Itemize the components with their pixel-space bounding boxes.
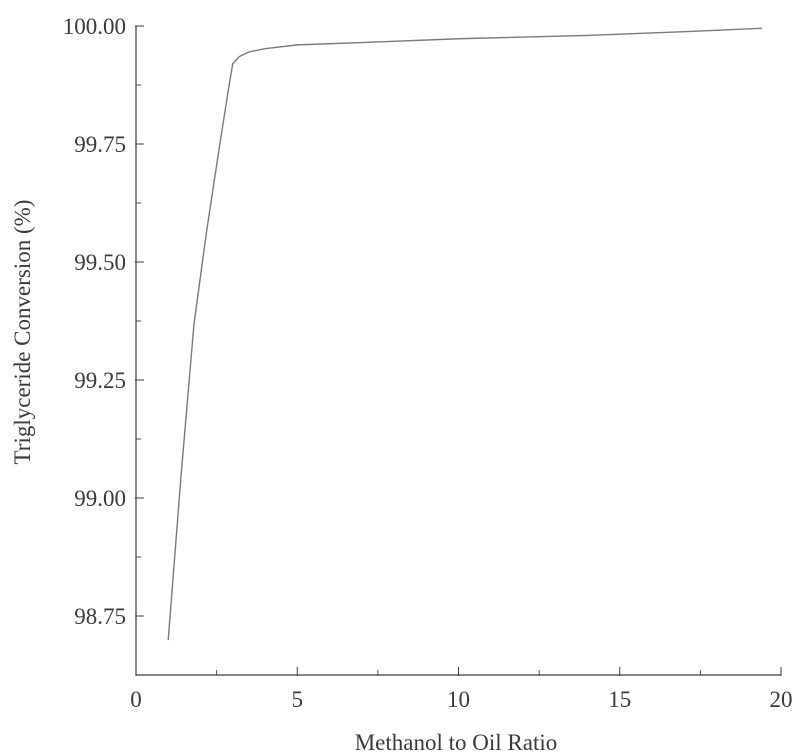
- series-layer: [167, 27, 763, 641]
- y-axis-title: Triglyceride Conversion (%): [10, 200, 35, 465]
- x-axis: 0 5 10 15 20: [130, 667, 793, 712]
- y-tick-label: 99.75: [74, 132, 126, 157]
- series-line: [167, 27, 763, 641]
- x-tick-label: 15: [608, 687, 631, 712]
- x-tick-label: 0: [130, 687, 142, 712]
- y-tick-label: 99.00: [74, 486, 126, 511]
- x-axis-title: Methanol to Oil Ratio: [355, 730, 558, 755]
- x-tick-label: 20: [770, 687, 793, 712]
- y-tick-label: 100.00: [63, 14, 126, 39]
- y-tick-label: 99.50: [74, 250, 126, 275]
- x-tick-label: 5: [292, 687, 304, 712]
- y-tick-label: 98.75: [74, 604, 126, 629]
- y-tick-label: 99.25: [74, 368, 126, 393]
- x-tick-label: 10: [447, 687, 470, 712]
- y-axis: 98.75 99.00 99.25 99.50 99.75 100.00: [63, 14, 144, 676]
